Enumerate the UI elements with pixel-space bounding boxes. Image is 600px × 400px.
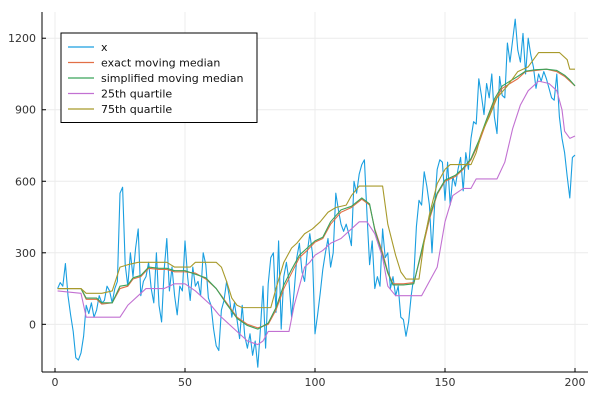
legend-label: 75th quartile [101, 103, 172, 116]
y-tick-label: 600 [15, 175, 36, 188]
series-line-2 [57, 68, 576, 330]
y-tick-label: 1200 [8, 32, 36, 45]
tick-labels: 0 50 100 150 200 0 300 600 900 1200 [8, 32, 586, 389]
y-tick-label: 900 [15, 104, 36, 117]
x-tick-label: 150 [435, 376, 456, 389]
legend-label: simplified moving median [101, 72, 243, 85]
axes [41, 12, 588, 373]
series-line-3 [57, 80, 576, 346]
y-tick-label: 0 [29, 318, 36, 331]
legend-label: 25th quartile [101, 88, 172, 101]
series-line-1 [57, 68, 576, 329]
x-tick-label: 50 [178, 376, 192, 389]
series-line-4 [57, 51, 575, 309]
legend: x exact moving median simplified moving me… [60, 32, 258, 123]
legend-label: exact moving median [101, 57, 220, 70]
series-line-0 [57, 18, 576, 368]
x-tick-label: 100 [305, 376, 326, 389]
legend-label: x [101, 41, 108, 54]
series-lines [57, 18, 576, 368]
x-tick-label: 200 [565, 376, 586, 389]
y-tick-label: 300 [15, 247, 36, 260]
x-tick-label: 0 [52, 376, 59, 389]
